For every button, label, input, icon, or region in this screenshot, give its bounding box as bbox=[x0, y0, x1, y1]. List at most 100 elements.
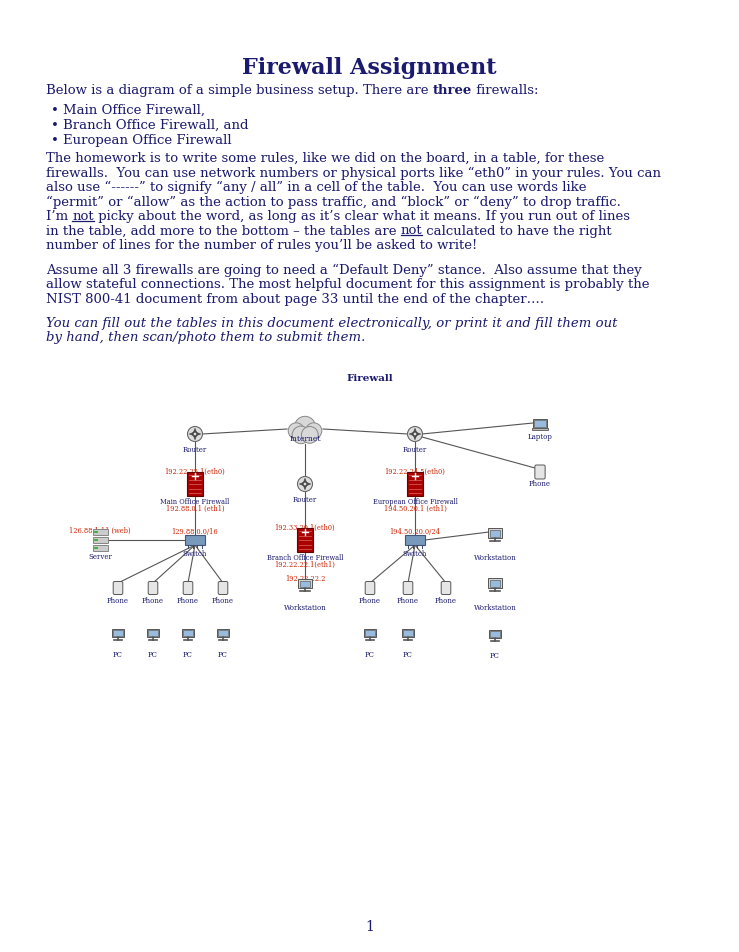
Text: PC: PC bbox=[218, 651, 228, 659]
FancyBboxPatch shape bbox=[183, 582, 193, 594]
Text: number of lines for the number of rules you’ll be asked to write!: number of lines for the number of rules … bbox=[46, 239, 477, 252]
Text: 192.22.22.2: 192.22.22.2 bbox=[285, 575, 325, 583]
Text: not: not bbox=[72, 210, 94, 223]
Text: “permit” or “allow” as the action to pass traffic, and “block” or “deny” to drop: “permit” or “allow” as the action to pas… bbox=[46, 195, 621, 208]
FancyBboxPatch shape bbox=[218, 582, 228, 594]
Text: 1: 1 bbox=[365, 920, 374, 934]
Text: 192.22.24.5(eth0): 192.22.24.5(eth0) bbox=[384, 468, 446, 476]
Bar bbox=[489, 530, 500, 537]
Text: firewalls.  You can use network numbers or physical ports like “eth0” in your ru: firewalls. You can use network numbers o… bbox=[46, 167, 661, 180]
Text: Router: Router bbox=[403, 446, 427, 454]
Bar bbox=[217, 628, 229, 637]
Text: 192.22.25.1(eth0): 192.22.25.1(eth0) bbox=[165, 468, 225, 476]
Text: Branch Office Firewall: Branch Office Firewall bbox=[267, 554, 343, 562]
Text: Phone: Phone bbox=[359, 597, 381, 605]
Text: 192.22.22.1(eth1): 192.22.22.1(eth1) bbox=[275, 561, 336, 569]
Text: The homework is to write some rules, like we did on the board, in a table, for t: The homework is to write some rules, lik… bbox=[46, 152, 605, 165]
Text: 194.50.20.1 (eth1): 194.50.20.1 (eth1) bbox=[384, 505, 446, 513]
Text: PC: PC bbox=[365, 651, 375, 659]
Circle shape bbox=[292, 426, 310, 444]
Bar bbox=[147, 628, 159, 637]
Bar bbox=[187, 472, 203, 496]
Bar bbox=[300, 581, 310, 586]
Bar bbox=[488, 528, 502, 538]
Bar bbox=[364, 628, 376, 637]
Text: firewalls:: firewalls: bbox=[472, 84, 539, 97]
Text: three: three bbox=[433, 84, 472, 97]
Text: Phone: Phone bbox=[142, 597, 164, 605]
Text: European Office Firewall: European Office Firewall bbox=[63, 134, 231, 147]
Text: picky about the word, as long as it’s clear what it means. If you run out of lin: picky about the word, as long as it’s cl… bbox=[94, 210, 630, 223]
Bar bbox=[219, 630, 228, 636]
FancyBboxPatch shape bbox=[365, 582, 375, 594]
FancyBboxPatch shape bbox=[149, 582, 158, 594]
Text: Server: Server bbox=[88, 553, 112, 561]
FancyBboxPatch shape bbox=[113, 582, 123, 594]
FancyBboxPatch shape bbox=[441, 582, 451, 594]
Text: 192.88.0.1 (eth1): 192.88.0.1 (eth1) bbox=[166, 505, 225, 513]
Text: Router: Router bbox=[183, 446, 207, 454]
Text: •: • bbox=[51, 104, 59, 117]
Bar bbox=[182, 628, 194, 637]
FancyBboxPatch shape bbox=[535, 465, 545, 479]
Text: I’m: I’m bbox=[46, 210, 72, 223]
Text: Router: Router bbox=[293, 496, 317, 504]
Bar bbox=[92, 537, 107, 543]
Text: PC: PC bbox=[148, 651, 158, 659]
Text: PC: PC bbox=[183, 651, 193, 659]
Bar bbox=[532, 428, 548, 430]
Text: PC: PC bbox=[403, 651, 413, 659]
Bar bbox=[92, 545, 107, 551]
Text: Switch: Switch bbox=[183, 550, 207, 558]
Circle shape bbox=[295, 416, 316, 437]
Circle shape bbox=[288, 423, 304, 439]
Text: •: • bbox=[51, 119, 59, 132]
Text: Below is a diagram of a simple business setup. There are: Below is a diagram of a simple business … bbox=[46, 84, 433, 97]
FancyBboxPatch shape bbox=[185, 535, 205, 545]
Text: Workstation: Workstation bbox=[284, 604, 327, 612]
Bar bbox=[491, 631, 500, 637]
Text: 194.50.20.0/24: 194.50.20.0/24 bbox=[389, 528, 440, 536]
Text: also use “------” to signify “any / all” in a cell of the table.  You can use wo: also use “------” to signify “any / all”… bbox=[46, 181, 587, 194]
Text: PC: PC bbox=[113, 651, 123, 659]
Text: NIST 800-41 document from about page 33 until the end of the chapter….: NIST 800-41 document from about page 33 … bbox=[46, 292, 544, 306]
Text: 192.33.20.1(eth0): 192.33.20.1(eth0) bbox=[275, 524, 336, 532]
Bar bbox=[403, 630, 412, 636]
FancyBboxPatch shape bbox=[405, 535, 425, 545]
Bar bbox=[149, 630, 157, 636]
Text: Firewall: Firewall bbox=[346, 374, 393, 383]
Bar bbox=[402, 628, 414, 637]
Bar bbox=[113, 630, 123, 636]
Bar bbox=[407, 472, 423, 496]
Text: Phone: Phone bbox=[435, 597, 457, 605]
Bar bbox=[112, 628, 124, 637]
Text: Main Office Firewall,: Main Office Firewall, bbox=[63, 104, 205, 117]
Bar bbox=[183, 630, 193, 636]
Bar bbox=[534, 421, 545, 426]
Circle shape bbox=[407, 426, 423, 442]
Bar bbox=[488, 578, 502, 588]
Text: by hand, then scan/photo them to submit them.: by hand, then scan/photo them to submit … bbox=[46, 331, 365, 345]
Text: in the table, add more to the bottom – the tables are: in the table, add more to the bottom – t… bbox=[46, 225, 401, 237]
Text: Workstation: Workstation bbox=[474, 604, 517, 612]
Circle shape bbox=[302, 426, 319, 444]
Text: Laptop: Laptop bbox=[528, 433, 553, 441]
Text: 129.88.0.0/16: 129.88.0.0/16 bbox=[171, 528, 218, 536]
Text: Phone: Phone bbox=[397, 597, 419, 605]
Bar bbox=[489, 630, 501, 638]
Text: You can fill out the tables in this document electronically, or print it and fil: You can fill out the tables in this docu… bbox=[46, 317, 618, 330]
Text: •: • bbox=[51, 134, 59, 147]
Text: 126.88.1.11 (web): 126.88.1.11 (web) bbox=[69, 527, 131, 535]
Text: Phone: Phone bbox=[107, 597, 129, 605]
Text: allow stateful connections. The most helpful document for this assignment is pro: allow stateful connections. The most hel… bbox=[46, 278, 650, 291]
Text: European Office Firewall: European Office Firewall bbox=[372, 498, 457, 506]
Text: Phone: Phone bbox=[212, 597, 234, 605]
Bar bbox=[365, 630, 375, 636]
Text: Branch Office Firewall, and: Branch Office Firewall, and bbox=[63, 119, 248, 132]
Circle shape bbox=[306, 423, 321, 439]
Text: Main Office Firewall: Main Office Firewall bbox=[160, 498, 230, 506]
Bar bbox=[299, 579, 312, 588]
Bar bbox=[533, 419, 547, 428]
Text: not: not bbox=[401, 225, 423, 237]
Text: Phone: Phone bbox=[529, 480, 551, 488]
